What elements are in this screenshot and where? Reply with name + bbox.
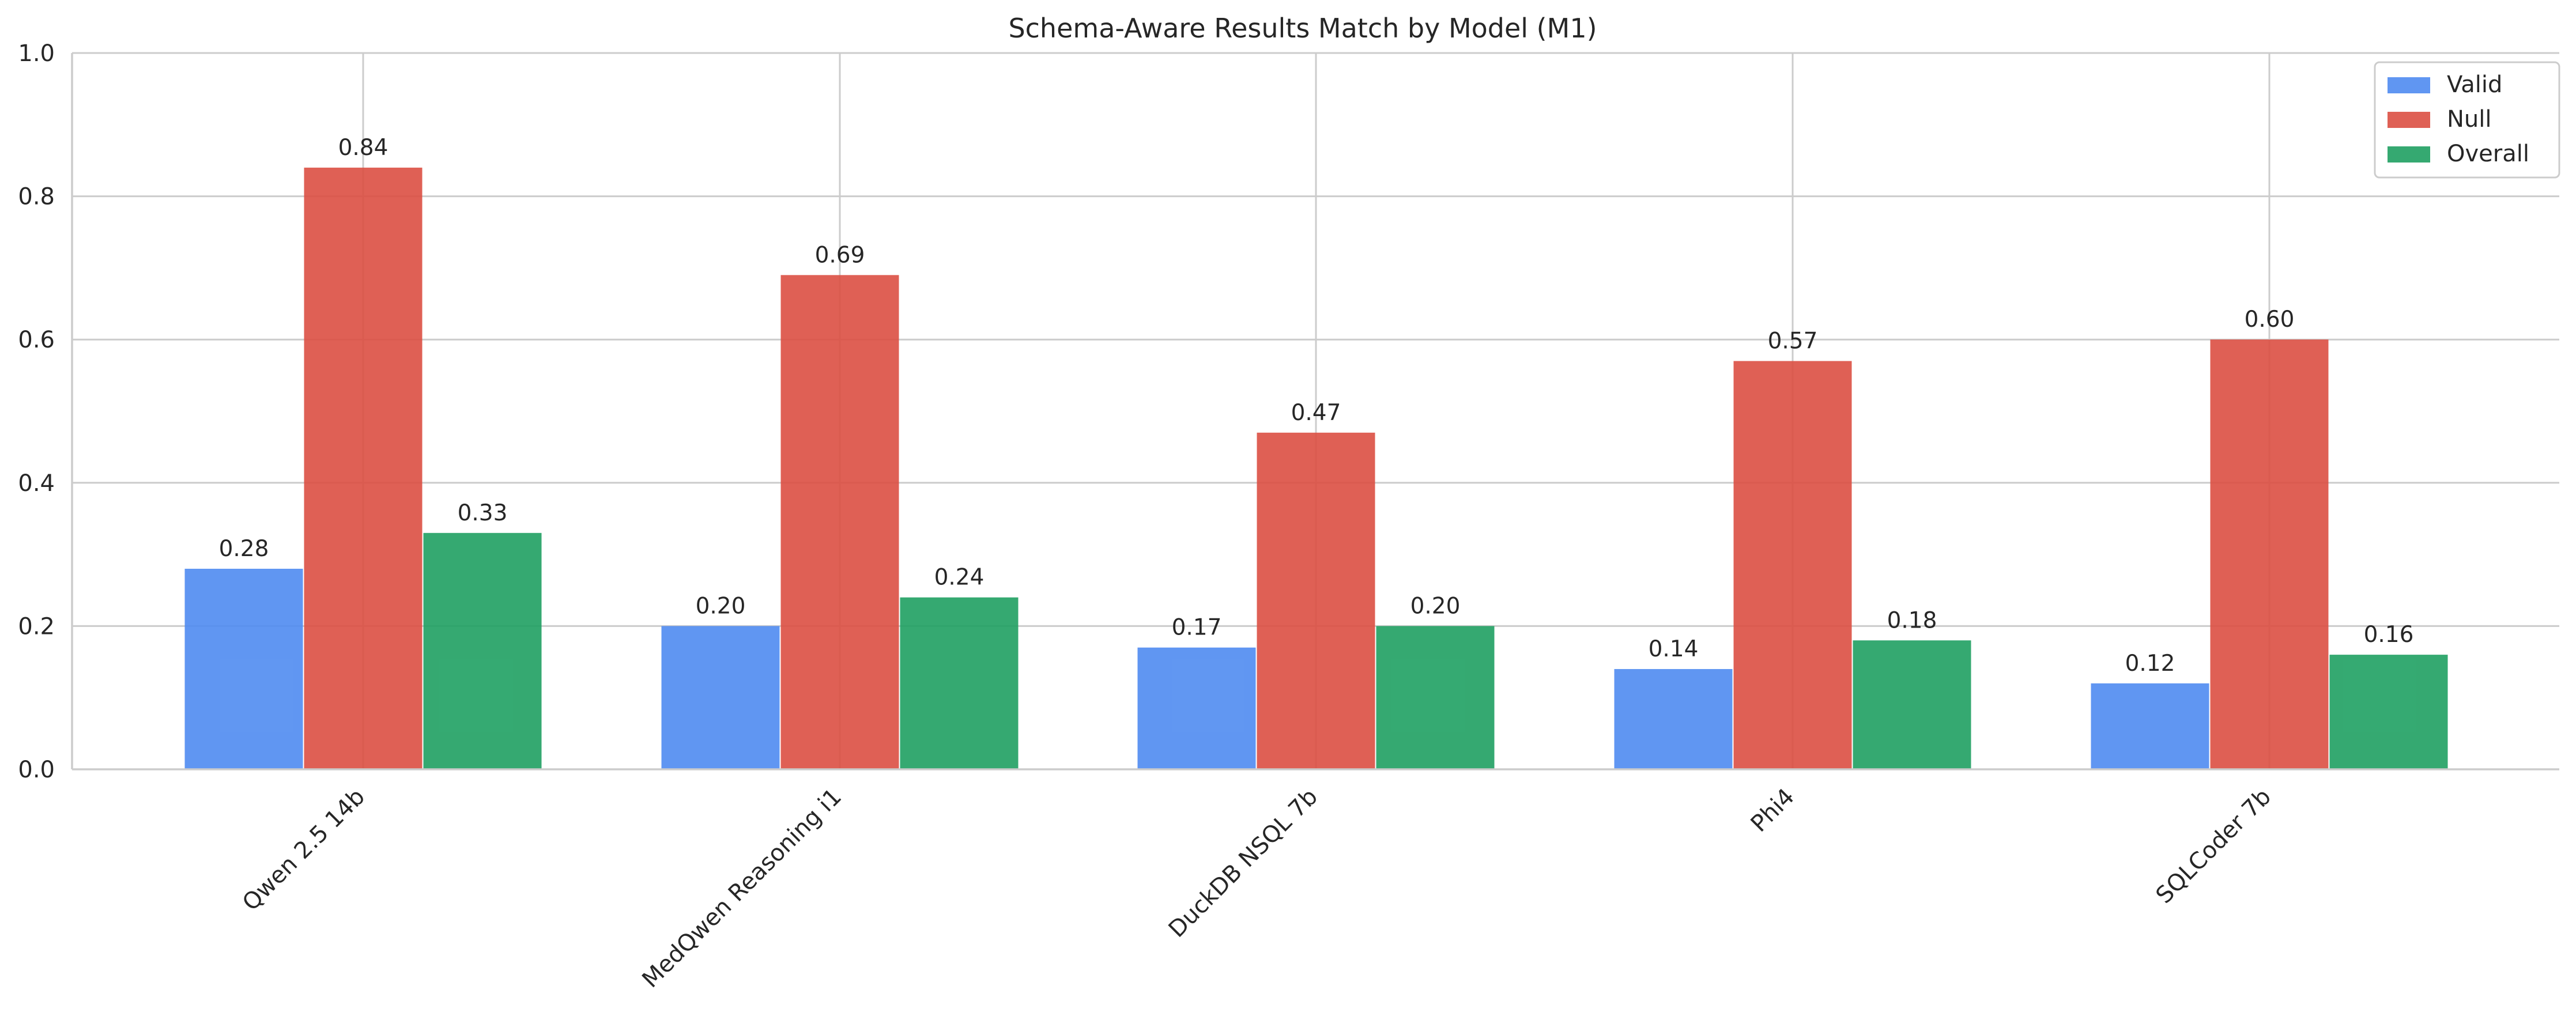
bar-valid-2	[1137, 647, 1256, 769]
axes	[71, 53, 2559, 770]
legend-label: Valid	[2447, 71, 2502, 98]
legend: Valid Null Overall	[2374, 61, 2560, 179]
value-label: 0.24	[934, 565, 985, 591]
bar-valid-0	[184, 568, 303, 769]
chart-title: Schema-Aware Results Match by Model (M1)	[1008, 13, 1597, 44]
x-tick-label: Phi4	[1746, 784, 1800, 837]
value-label: 0.33	[458, 500, 508, 526]
y-tick-label: 0.8	[18, 184, 55, 210]
value-label: 0.18	[1887, 607, 1937, 633]
value-label: 0.14	[1649, 636, 1699, 662]
bar-null-3	[1733, 361, 1852, 769]
bar-valid-4	[2091, 683, 2209, 769]
y-tick-label: 0.2	[18, 613, 55, 640]
value-label: 0.28	[219, 536, 269, 562]
value-label: 0.12	[2125, 651, 2175, 677]
x-tick-label: SQLCoder 7b	[2151, 784, 2276, 909]
y-tick-labels: 0.0 0.2 0.4 0.6 0.8 1.0	[18, 40, 55, 783]
value-label: 0.20	[696, 593, 746, 619]
value-label: 0.57	[1768, 328, 1818, 354]
value-label: 0.20	[1410, 593, 1461, 619]
bar-overall-1	[900, 597, 1019, 769]
x-tick-labels: Qwen 2.5 14b MedQwen Reasoning i1 DuckDB N…	[237, 784, 2276, 993]
bar-overall-2	[1376, 626, 1495, 769]
bar-valid-3	[1614, 668, 1733, 769]
value-label: 0.60	[2245, 307, 2295, 333]
value-label: 0.47	[1291, 400, 1341, 426]
y-tick-label: 0.0	[18, 757, 55, 783]
value-label: 0.69	[815, 242, 865, 268]
x-tick-label: MedQwen Reasoning i1	[637, 784, 847, 993]
legend-swatch-valid	[2388, 77, 2430, 93]
bar-null-0	[304, 167, 423, 769]
bars	[184, 167, 2448, 770]
x-tick-label: DuckDB NSQL 7b	[1164, 784, 1323, 943]
bar-valid-1	[661, 626, 780, 769]
y-tick-label: 0.4	[18, 470, 55, 497]
legend-swatch-overall	[2388, 146, 2430, 163]
value-label: 0.17	[1172, 615, 1222, 641]
bar-null-4	[2210, 339, 2329, 769]
value-labels: 0.28 0.20 0.17 0.14 0.12 0.84 0.69 0.47 0.57 0.60…	[219, 135, 2414, 677]
y-tick-label: 1.0	[18, 40, 55, 67]
bar-null-2	[1257, 432, 1375, 769]
legend-label: Null	[2447, 106, 2492, 133]
value-label: 0.84	[338, 135, 389, 161]
legend-label: Overall	[2447, 141, 2529, 167]
legend-swatch-null	[2388, 112, 2430, 128]
bar-overall-4	[2329, 655, 2448, 769]
value-label: 0.16	[2364, 622, 2414, 648]
bar-null-1	[780, 275, 899, 770]
x-tick-label: Qwen 2.5 14b	[237, 784, 370, 916]
bar-overall-0	[423, 532, 542, 769]
y-tick-label: 0.6	[18, 327, 55, 353]
bar-overall-3	[1853, 640, 1971, 769]
